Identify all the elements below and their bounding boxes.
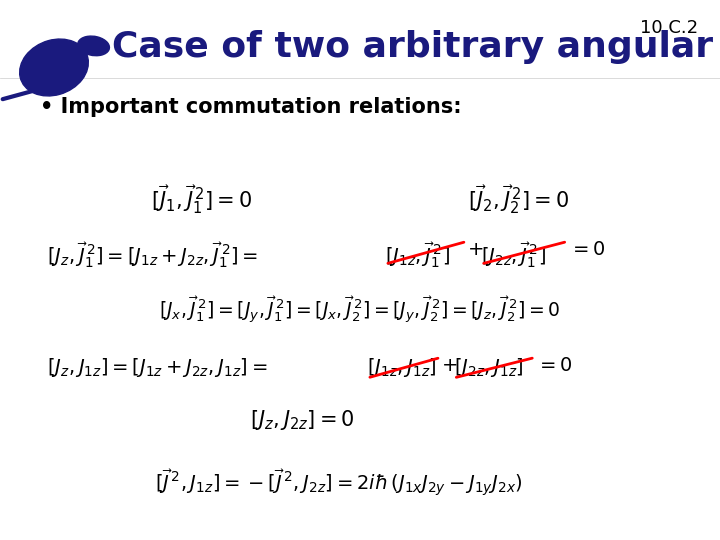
Text: $+$: $+$ [441,356,457,375]
Text: $[J_{1z},\vec{J}_1^{\,2}]$: $[J_{1z},\vec{J}_1^{\,2}]$ [385,240,450,270]
Text: • Important commutation relations:: • Important commutation relations: [40,97,462,117]
Ellipse shape [78,36,109,56]
Text: $[J_z,\vec{J}_1^{\,2}]=[J_{1z}+J_{2z},\vec{J}_1^{\,2}]=$: $[J_z,\vec{J}_1^{\,2}]=[J_{1z}+J_{2z},\v… [47,240,258,270]
Text: $[\vec{J}^{\,2},J_{1z}]=-[\vec{J}^{\,2},J_{2z}]=2i\hbar\,(J_{1x}J_{2y}-J_{1y}J_{: $[\vec{J}^{\,2},J_{1z}]=-[\vec{J}^{\,2},… [155,467,522,498]
Text: Case of two arbitrary angular momenta: Case of two arbitrary angular momenta [112,30,720,64]
Text: $[J_z,J_{2z}]=0$: $[J_z,J_{2z}]=0$ [250,408,355,431]
Text: $[J_x,\vec{J}_1^{\,2}]=[J_y,\vec{J}_1^{\,2}]=[J_x,\vec{J}_2^{\,2}]=[J_y,\vec{J}_: $[J_x,\vec{J}_1^{\,2}]=[J_y,\vec{J}_1^{\… [159,294,561,325]
Text: $+$: $+$ [467,240,483,259]
Text: $[\vec{J}_2,\vec{J}_2^{\,2}]=0$: $[\vec{J}_2,\vec{J}_2^{\,2}]=0$ [468,184,569,217]
Text: $[J_{2z},J_{1z}]$: $[J_{2z},J_{1z}]$ [454,356,523,380]
Text: $[\vec{J}_1,\vec{J}_1^{\,2}]=0$: $[\vec{J}_1,\vec{J}_1^{\,2}]=0$ [151,184,252,217]
Text: 10.C.2: 10.C.2 [640,19,698,37]
Text: $[J_{2z},\vec{J}_1^{\,2}]$: $[J_{2z},\vec{J}_1^{\,2}]$ [481,240,546,270]
Text: $=0$: $=0$ [569,240,606,259]
Text: $[J_z,J_{1z}]=[J_{1z}+J_{2z},J_{1z}]=$: $[J_z,J_{1z}]=[J_{1z}+J_{2z},J_{1z}]=$ [47,356,267,380]
Ellipse shape [19,39,89,96]
Text: $[J_{1z},J_{1z}]$: $[J_{1z},J_{1z}]$ [367,356,437,380]
Text: $=0$: $=0$ [536,356,573,375]
